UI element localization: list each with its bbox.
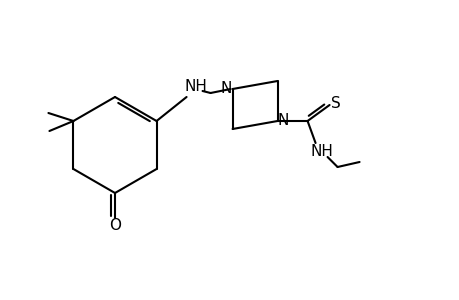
Text: N: N <box>277 112 289 128</box>
Text: NH: NH <box>184 79 207 94</box>
Text: O: O <box>109 218 121 232</box>
Text: N: N <box>220 80 232 95</box>
Text: NH: NH <box>309 143 332 158</box>
Text: S: S <box>330 95 340 110</box>
